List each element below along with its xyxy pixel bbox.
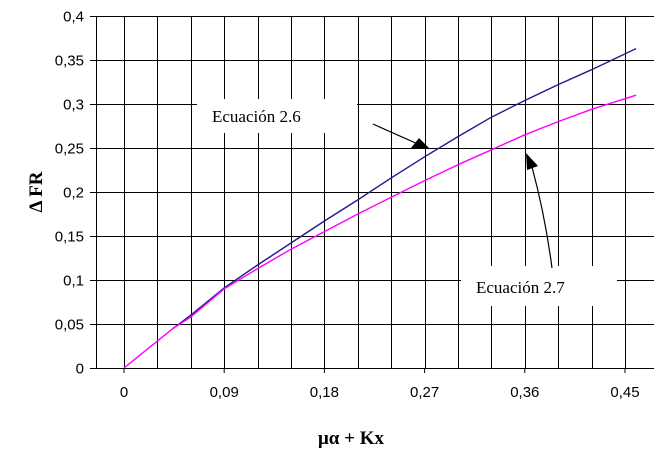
x-tick-label: 0,18 (310, 384, 339, 401)
annotation-box-2-6 (197, 99, 357, 133)
y-tick-label: 0,25 (55, 141, 84, 158)
annotation-arrow-2-7 (531, 166, 553, 269)
series-group (123, 47, 637, 369)
y-tick-label: 0,35 (55, 53, 84, 70)
annotation-label-2-6: Ecuación 2.6 (212, 107, 301, 126)
y-tick-label: 0,2 (63, 185, 84, 202)
y-axis-title: Δ FR (26, 171, 47, 212)
annotation-arrowhead-2-6 (411, 138, 430, 149)
y-tick-label: 0,3 (63, 97, 84, 114)
x-tick-label: 0 (120, 384, 128, 401)
x-tick-label: 0,45 (610, 384, 639, 401)
x-tick-label: 0,09 (210, 384, 239, 401)
y-tick-label: 0,1 (63, 273, 84, 290)
y-tick-label: 0,15 (55, 229, 84, 246)
tick-labels: 0 0,05 0,1 0,15 0,2 0,25 0,3 0,35 0,4 0 0,09 0,18 0,… (55, 9, 640, 402)
series-line-ecuacion-2-6 (172, 47, 637, 329)
y-tick-label: 0 (76, 361, 84, 378)
y-tick-label: 0,05 (55, 317, 84, 334)
annotation-label-2-7: Ecuación 2.7 (476, 278, 565, 297)
x-axis-title: μα + Kx (318, 428, 384, 449)
axes (90, 16, 654, 373)
annotation-arrowhead-2-7 (526, 153, 538, 170)
x-tick-label: 0,36 (510, 384, 539, 401)
series-line-ecuacion-2-7 (123, 94, 637, 369)
annotation-box-2-7 (461, 266, 617, 306)
annotation-arrow-2-6 (372, 123, 419, 145)
y-tick-label: 0,4 (63, 9, 84, 26)
x-tick-label: 0,27 (410, 384, 439, 401)
